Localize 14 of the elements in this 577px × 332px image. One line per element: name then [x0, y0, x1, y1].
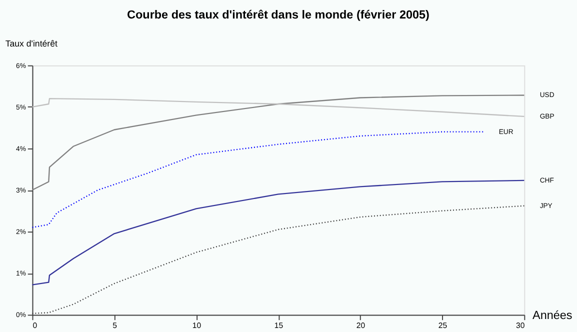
- x-tick-label: 30: [516, 320, 526, 330]
- x-tick-label: 5: [112, 320, 118, 330]
- y-axis-title: Taux d'intérêt: [5, 38, 58, 48]
- x-tick-label: 20: [356, 320, 366, 330]
- line-series: [32, 180, 525, 286]
- chart-title: Courbe des taux d'intérêt dans le monde (février 2005): [127, 8, 430, 22]
- x-axis-title: Années: [532, 309, 572, 322]
- x-tick-label: 10: [192, 320, 202, 330]
- line-series: [32, 94, 525, 191]
- x-tick-label: 15: [274, 320, 284, 330]
- line-series: [32, 131, 484, 228]
- x-tick-label: 0: [32, 320, 38, 330]
- line-series: [32, 98, 525, 118]
- x-tick-label: 25: [438, 320, 448, 330]
